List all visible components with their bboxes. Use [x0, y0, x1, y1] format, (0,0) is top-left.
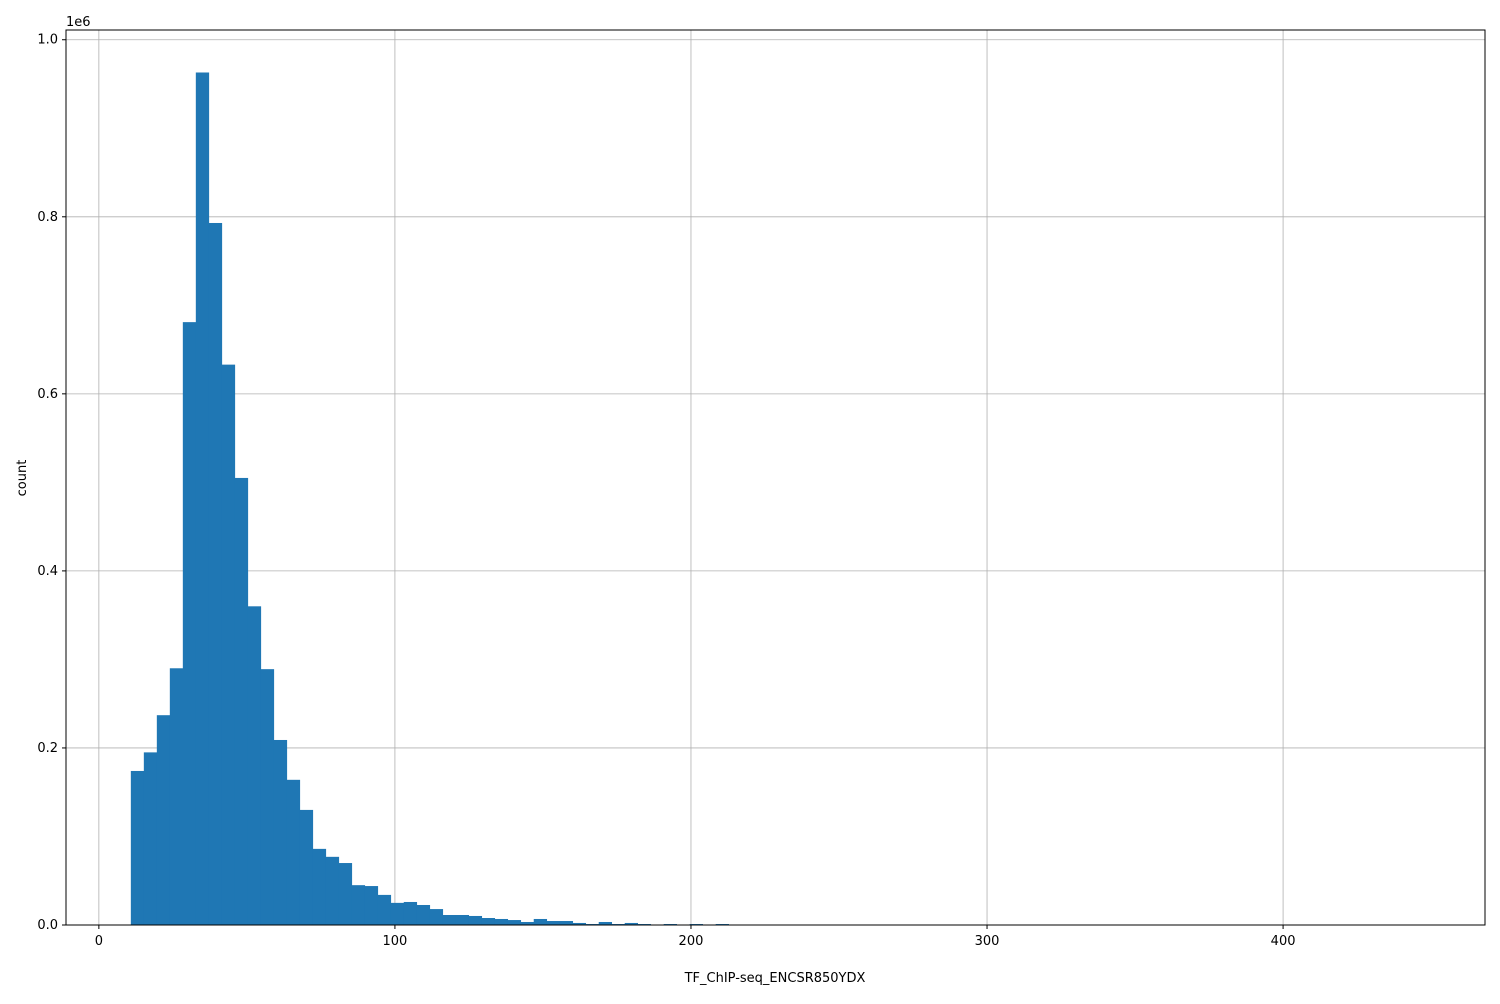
histogram-bars — [131, 72, 729, 925]
histogram-bar — [469, 916, 482, 925]
x-tick-label: 400 — [1271, 934, 1296, 949]
y-tick-label: 0.4 — [37, 564, 58, 579]
histogram-bar — [417, 905, 430, 925]
histogram-bar — [547, 921, 560, 925]
histogram-bar — [430, 909, 443, 925]
histogram-bar — [261, 669, 274, 925]
x-axis-label: TF_ChIP-seq_ENCSR850YDX — [684, 971, 866, 986]
histogram-bar — [170, 668, 183, 925]
histogram-bar — [391, 903, 404, 925]
histogram-bar — [365, 886, 378, 925]
histogram-bar — [222, 365, 235, 925]
histogram-bar — [534, 919, 547, 925]
x-tick-label: 100 — [383, 934, 408, 949]
y-axis-label: count — [15, 460, 30, 497]
histogram-bar — [404, 902, 417, 925]
histogram-bar — [287, 780, 300, 925]
histogram-bar — [248, 606, 261, 925]
histogram-bar — [274, 740, 287, 925]
y-tick-label: 0.2 — [37, 741, 58, 756]
histogram-bar — [300, 810, 313, 925]
histogram-bar — [183, 322, 196, 925]
histogram-bar — [378, 895, 391, 925]
histogram-bar — [339, 863, 352, 925]
histogram-bar — [495, 919, 508, 925]
y-offset-text: 1e6 — [66, 15, 91, 30]
x-tick-label: 0 — [95, 934, 103, 949]
y-axis-ticks: 0.0 0.2 0.4 0.6 0.8 1.0 — [37, 33, 66, 933]
histogram-bar — [482, 918, 495, 925]
y-tick-label: 0.8 — [37, 210, 58, 225]
x-tick-label: 300 — [975, 934, 1000, 949]
histogram-bar — [157, 715, 170, 925]
histogram-bar — [196, 72, 209, 925]
y-tick-label: 1.0 — [37, 33, 58, 48]
x-axis-ticks: 0 100 200 300 400 — [95, 925, 1296, 949]
histogram-bar — [131, 771, 144, 925]
histogram-bar — [352, 885, 365, 925]
y-tick-label: 0.0 — [37, 918, 58, 933]
histogram-bar — [456, 915, 469, 925]
histogram-bar — [326, 857, 339, 925]
histogram-bar — [508, 920, 521, 925]
histogram-bar — [235, 478, 248, 925]
x-tick-label: 200 — [679, 934, 704, 949]
histogram-bar — [443, 915, 456, 925]
histogram-bar — [313, 849, 326, 925]
histogram-bar — [209, 223, 222, 925]
y-tick-label: 0.6 — [37, 387, 58, 402]
histogram-bar — [144, 752, 157, 925]
histogram-bar — [560, 921, 573, 925]
